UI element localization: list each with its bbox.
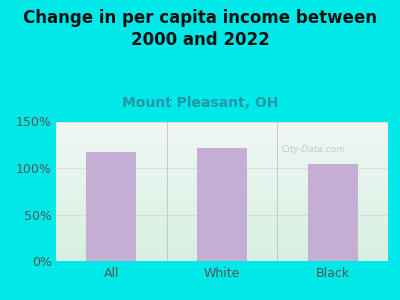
Bar <box>308 164 358 261</box>
Bar <box>197 148 247 261</box>
Bar <box>86 152 136 261</box>
Text: Change in per capita income between
2000 and 2022: Change in per capita income between 2000… <box>23 9 377 49</box>
Text: Mount Pleasant, OH: Mount Pleasant, OH <box>122 96 278 110</box>
Text: City-Data.com: City-Data.com <box>282 145 346 154</box>
